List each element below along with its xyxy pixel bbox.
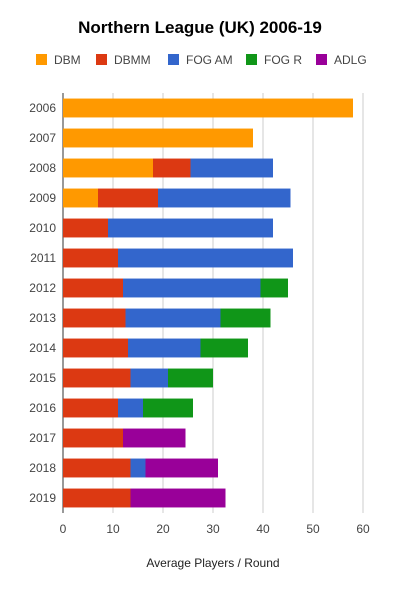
- bar-2007-dbm: [63, 128, 253, 148]
- legend-swatch-dbm: [36, 54, 47, 65]
- y-tick-label-2017: 2017: [29, 431, 56, 445]
- bar-2006-dbm: [63, 98, 353, 118]
- bar-2018-dbmm: [63, 458, 131, 478]
- bar-2010-dbmm: [63, 218, 108, 238]
- bar-2013-fog-r: [220, 308, 271, 328]
- bar-2009-fog-am: [158, 188, 291, 208]
- bar-2019-dbmm: [63, 488, 131, 508]
- x-tick-label-0: 0: [60, 522, 67, 536]
- y-tick-label-2006: 2006: [29, 101, 56, 115]
- legend-swatch-adlg: [316, 54, 327, 65]
- bar-2013-dbmm: [63, 308, 126, 328]
- legend-label-dbmm: DBMM: [114, 53, 151, 67]
- legend-swatch-dbmm: [96, 54, 107, 65]
- y-tick-label-2014: 2014: [29, 341, 56, 355]
- bar-2018-adlg: [145, 458, 218, 478]
- bar-2015-fog-r: [168, 368, 213, 388]
- x-tick-label-30: 30: [206, 522, 220, 536]
- x-tick-label-40: 40: [256, 522, 270, 536]
- y-tick-label-2008: 2008: [29, 161, 56, 175]
- bar-2016-dbmm: [63, 398, 118, 418]
- bar-2009-dbmm: [98, 188, 158, 208]
- bar-2014-fog-am: [128, 338, 201, 358]
- bar-2018-fog-am: [130, 458, 146, 478]
- bar-2011-fog-am: [118, 248, 293, 268]
- bar-2015-dbmm: [63, 368, 131, 388]
- legend-label-fog-am: FOG AM: [186, 53, 233, 67]
- bar-2008-dbmm: [153, 158, 191, 178]
- y-tick-label-2018: 2018: [29, 461, 56, 475]
- bar-2008-dbm: [63, 158, 153, 178]
- x-tick-label-50: 50: [306, 522, 320, 536]
- y-tick-label-2011: 2011: [30, 251, 56, 265]
- bar-2008-fog-am: [190, 158, 273, 178]
- bar-2019-adlg: [130, 488, 226, 508]
- y-tick-label-2013: 2013: [29, 311, 56, 325]
- bar-2012-fog-r: [260, 278, 288, 298]
- y-tick-label-2012: 2012: [29, 281, 56, 295]
- x-tick-label-10: 10: [106, 522, 120, 536]
- bar-2009-dbm: [63, 188, 98, 208]
- chart-title: Northern League (UK) 2006-19: [78, 18, 322, 37]
- x-axis-label: Average Players / Round: [146, 556, 279, 570]
- legend-label-adlg: ADLG: [334, 53, 367, 67]
- x-tick-label-20: 20: [156, 522, 170, 536]
- legend-label-dbm: DBM: [54, 53, 81, 67]
- bar-2010-fog-am: [108, 218, 273, 238]
- bar-2017-dbmm: [63, 428, 123, 448]
- bar-2012-fog-am: [123, 278, 261, 298]
- x-tick-label-60: 60: [356, 522, 370, 536]
- legend-swatch-fog-am: [168, 54, 179, 65]
- legend-swatch-fog-r: [246, 54, 257, 65]
- bar-2015-fog-am: [130, 368, 168, 388]
- bar-2016-fog-am: [118, 398, 143, 418]
- y-tick-label-2015: 2015: [29, 371, 56, 385]
- bar-2017-adlg: [123, 428, 186, 448]
- y-tick-label-2019: 2019: [29, 491, 56, 505]
- y-tick-label-2007: 2007: [29, 131, 56, 145]
- bar-2012-dbmm: [63, 278, 123, 298]
- bar-2013-fog-am: [125, 308, 221, 328]
- bar-2016-fog-r: [143, 398, 193, 418]
- bar-2014-fog-r: [200, 338, 248, 358]
- bar-2011-dbmm: [63, 248, 118, 268]
- legend-label-fog-r: FOG R: [264, 53, 302, 67]
- bar-2014-dbmm: [63, 338, 128, 358]
- y-tick-label-2010: 2010: [29, 221, 56, 235]
- y-tick-label-2016: 2016: [29, 401, 56, 415]
- y-tick-label-2009: 2009: [29, 191, 56, 205]
